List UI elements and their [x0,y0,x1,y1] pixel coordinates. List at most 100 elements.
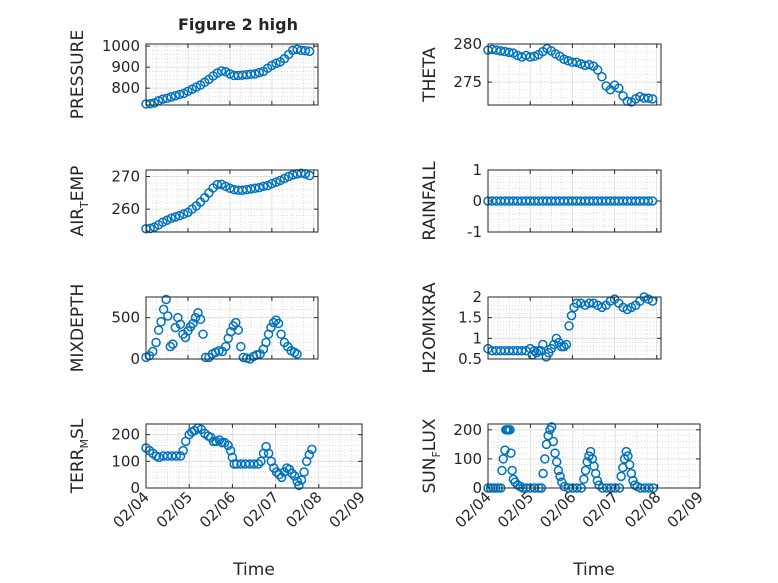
y-axis-label: PRESSURE [68,30,88,119]
data-point [616,471,626,482]
data-point [296,168,306,179]
y-axis-label: THETA [420,47,440,103]
subplot-1: 800 900 1000 PRESSURE Figure 2 high [68,15,319,119]
data-point [623,451,633,461]
data-point [261,337,271,348]
data-point [566,310,577,321]
y-axis-label: AIRTEMP [68,166,91,237]
data-point [273,318,284,329]
data-point [154,452,164,463]
data-point [179,209,189,219]
y-axis-label: SUNFLUX [420,418,443,493]
x-tick-label: 02/07 [239,488,282,531]
axes-box [145,423,363,489]
axes-box [487,296,662,360]
data-point [276,472,287,483]
y-axis-label-subscript: F [430,451,443,457]
subplot-6: 0.5 1 1.5 2 H2OMIXRA [420,282,662,374]
data-point [307,444,317,455]
x-tick-label: 02/06 [536,488,579,531]
y-axis-label-part: TERR [68,448,88,494]
data-point [274,469,284,480]
y-tick-label: 0 [472,479,482,497]
data-point [538,339,548,350]
data-point [175,451,186,461]
data-point [580,465,591,476]
data-point [553,465,564,476]
data-point [156,317,166,327]
data-point [289,347,300,358]
y-tick-label: 100 [453,450,482,468]
y-axis-label-part: LUX [420,418,440,451]
subplot-2: 275 280 THETA [420,35,662,107]
y-tick-label: 270 [111,168,140,186]
data-point [507,465,517,476]
data-point [505,425,515,435]
data-point [551,457,562,467]
axes-box [487,43,662,106]
y-tick-label: 1.5 [458,309,482,327]
y-tick-label: 100 [111,452,140,470]
subplot-4: -1 0 1 RAINFALL [420,161,662,241]
data-point [504,47,514,58]
subplot-5: 0 500 MIXDEPTH [68,284,319,372]
data-point [529,51,540,61]
data-series [483,196,658,206]
data-point [548,436,559,447]
data-point [621,446,631,457]
data-point [624,459,635,470]
data-point [250,183,260,194]
data-point [287,468,297,479]
data-series [141,294,302,364]
y-axis-label: RAINFALL [420,161,440,241]
x-tick-label: 02/07 [579,488,622,531]
data-point [217,437,227,448]
x-axis-label: Time [572,560,615,580]
y-tick-label: 900 [111,58,140,76]
data-point [223,440,233,451]
x-tick-label: 02/08 [621,488,664,531]
data-point [592,475,603,486]
x-tick-label: 02/08 [282,488,325,531]
data-point [178,445,188,456]
data-series [141,168,315,234]
y-axis-label-part: SUN [420,458,440,494]
y-tick-label: 1 [472,329,482,347]
data-point [647,196,658,206]
data-point [188,318,198,329]
y-tick-label: 260 [111,200,140,218]
data-point [225,183,235,194]
y-tick-label: 275 [453,73,482,91]
data-point [227,452,238,463]
data-point [214,435,225,445]
y-axis-label-part: EMP [68,166,88,202]
y-tick-label: 1000 [102,37,140,55]
subplot-3: 260 270 AIRTEMP [68,166,319,237]
x-tick-label: 02/09 [326,488,369,531]
y-axis-label: H2OMIXRA [420,282,440,373]
data-series [141,423,317,491]
data-point [506,448,516,458]
data-point [190,312,201,323]
data-point [614,83,624,93]
y-axis-label-subscript: M [78,439,91,449]
axes-box [145,43,319,106]
y-tick-label: -1 [467,223,482,241]
data-point [546,422,557,432]
data-point [174,89,185,100]
data-point [550,448,560,458]
data-point [151,337,161,348]
data-point [171,451,181,461]
data-point [208,436,219,447]
data-point [220,341,231,352]
y-tick-label: 2 [472,288,482,306]
data-point [254,67,265,78]
data-point [158,304,169,315]
data-point [294,480,304,491]
y-axis-label-part: SL [68,418,88,439]
axes-box [145,296,319,360]
data-series [141,44,315,109]
data-point [561,339,572,350]
